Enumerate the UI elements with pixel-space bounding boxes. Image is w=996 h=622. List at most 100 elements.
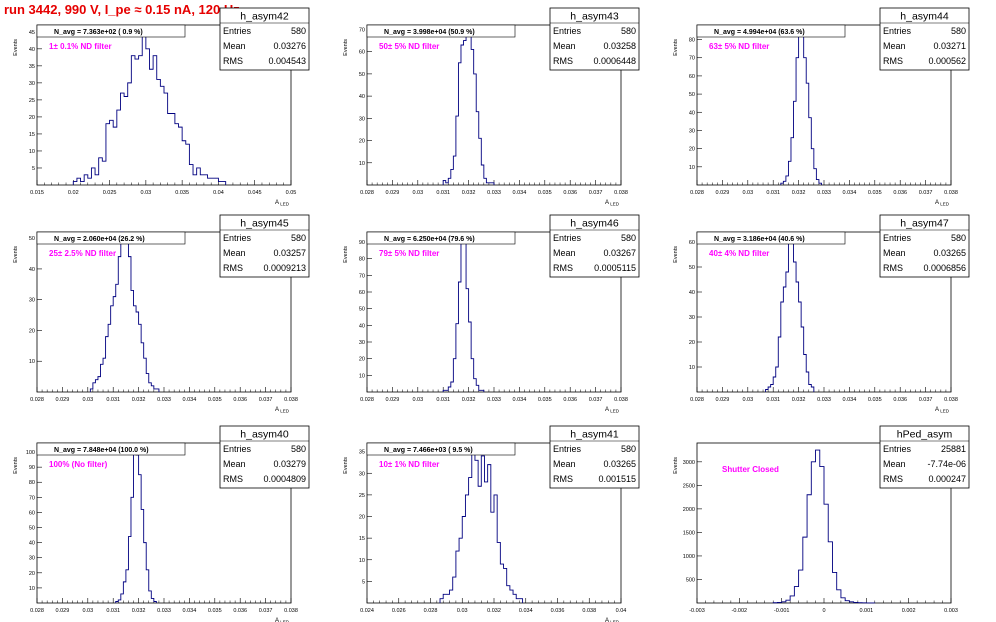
y-tick-label: 35 (359, 450, 365, 456)
stats-value: 580 (621, 26, 636, 36)
x-tick-label: 0.03 (457, 608, 468, 614)
stats-label: Mean (883, 459, 906, 469)
x-tick-label: 0.033 (817, 397, 831, 403)
stats-label: RMS (223, 56, 243, 66)
filter-annotation: 10± 1% ND filter (379, 460, 439, 469)
x-tick-label: 0.034 (519, 608, 533, 614)
stats-label: Entries (883, 444, 912, 454)
x-tick-label: 0.02 (68, 190, 79, 196)
stats-label: Mean (553, 248, 576, 258)
x-tick-label: 0.003 (944, 608, 958, 614)
x-tick-label: 0.037 (919, 190, 933, 196)
y-tick-label: 30 (359, 116, 365, 122)
x-tick-label: 0.032 (792, 190, 806, 196)
x-tick-label: 0.033 (157, 397, 171, 403)
stats-box (549, 214, 640, 278)
x-tick-label: 0.05 (286, 190, 297, 196)
x-tick-label: 0.029 (386, 190, 400, 196)
filter-annotation: 50± 5% ND filter (379, 42, 439, 51)
x-tick-label: 0.034 (183, 608, 197, 614)
stats-label: Entries (553, 233, 582, 243)
navg-box (36, 231, 186, 245)
x-tick-label: 0.04 (213, 190, 224, 196)
histogram-panel-h_asym43: 0.028 0.029 0.03 0.031 0.032 0.033 0.034 0.035 0… (343, 7, 640, 207)
x-tick-label: 0.036 (551, 608, 565, 614)
x-tick-label: 0.028 (360, 190, 374, 196)
x-tick-label: 0.036 (563, 190, 577, 196)
y-tick-label: 40 (29, 541, 35, 547)
y-tick-label: 10 (359, 161, 365, 167)
x-tick-label: 0.032 (792, 397, 806, 403)
y-tick-label: 5 (362, 579, 365, 585)
histogram-series (115, 450, 157, 603)
y-axis-title: Events (13, 246, 19, 263)
stats-value: 0.0006856 (923, 263, 966, 273)
stats-value: 0.03258 (603, 41, 636, 51)
stats-label: Entries (223, 26, 252, 36)
y-tick-label: 45 (29, 30, 35, 36)
filter-annotation: 79± 5% ND filter (379, 249, 439, 258)
stats-label: Mean (223, 459, 246, 469)
y-tick-label: 25 (29, 98, 35, 104)
stats-title: h_asym42 (240, 11, 289, 23)
x-axis-title: A LED (935, 200, 950, 207)
stats-title: h_asym47 (900, 218, 949, 230)
stats-label: Entries (883, 26, 912, 36)
y-axis-title: Events (343, 39, 349, 56)
y-axis-title: Events (13, 39, 19, 56)
x-tick-label: 0.029 (56, 608, 70, 614)
x-tick-label: 0.033 (817, 190, 831, 196)
histogram-panel-h_asym47: 0.028 0.029 0.03 0.031 0.032 0.033 0.034 0.035 0… (673, 214, 970, 414)
x-tick-label: 0.045 (248, 190, 262, 196)
y-tick-label: 15 (359, 536, 365, 542)
stats-box (549, 7, 640, 71)
x-tick-label: 0.03 (412, 397, 423, 403)
y-tick-label: 15 (29, 132, 35, 138)
x-tick-label: 0.035 (868, 397, 882, 403)
stats-label: RMS (223, 263, 243, 273)
x-tick-label: 0.036 (893, 397, 907, 403)
stats-value: 580 (291, 444, 306, 454)
y-tick-label: 80 (689, 38, 695, 44)
x-tick-label: 0.029 (716, 397, 730, 403)
x-tick-label: 0.032 (462, 190, 476, 196)
y-tick-label: 10 (689, 365, 695, 371)
stats-value: -7.74e-06 (927, 459, 966, 469)
x-tick-label: 0.035 (208, 397, 222, 403)
x-axis-title: A LED (605, 407, 620, 414)
stats-title: h_asym45 (240, 218, 289, 230)
x-tick-label: 0.04 (616, 608, 627, 614)
stats-value: 0.03271 (933, 41, 966, 51)
navg-box (36, 24, 186, 38)
canvas-title: run 3442, 990 V, I_pe ≈ 0.15 nA, 120 Hz (4, 2, 240, 17)
stats-box (879, 425, 970, 489)
stats-value: 0.0006448 (593, 56, 636, 66)
stats-value: 580 (621, 233, 636, 243)
x-tick-label: 0.032 (462, 397, 476, 403)
x-tick-label: 0.035 (175, 190, 189, 196)
navg-label: N_avg = 7.466e+03 ( 9.5 %) (384, 447, 473, 454)
histogram-series (442, 236, 485, 392)
y-tick-label: 50 (29, 526, 35, 532)
stats-value: 0.03267 (603, 248, 636, 258)
stats-value: 25881 (941, 444, 966, 454)
navg-label: N_avg = 3.998e+04 (50.9 %) (384, 29, 475, 36)
x-tick-label: 0.038 (614, 397, 628, 403)
navg-box (366, 231, 516, 245)
y-tick-label: 2500 (683, 483, 695, 489)
y-tick-label: 50 (359, 72, 365, 78)
y-axis-title: Events (673, 39, 679, 56)
histogram-series (439, 451, 524, 603)
stats-title: h_asym41 (570, 429, 619, 441)
x-tick-label: -0.002 (732, 608, 748, 614)
stats-label: RMS (883, 263, 903, 273)
y-tick-label: 60 (689, 74, 695, 80)
y-tick-label: 3000 (683, 460, 695, 466)
x-tick-label: 0.028 (30, 397, 44, 403)
x-tick-label: 0.001 (859, 608, 873, 614)
y-tick-label: 10 (359, 373, 365, 379)
y-tick-label: 50 (29, 236, 35, 242)
x-tick-label: 0.032 (132, 608, 146, 614)
y-tick-label: 30 (689, 128, 695, 134)
histogram-series (442, 26, 495, 185)
